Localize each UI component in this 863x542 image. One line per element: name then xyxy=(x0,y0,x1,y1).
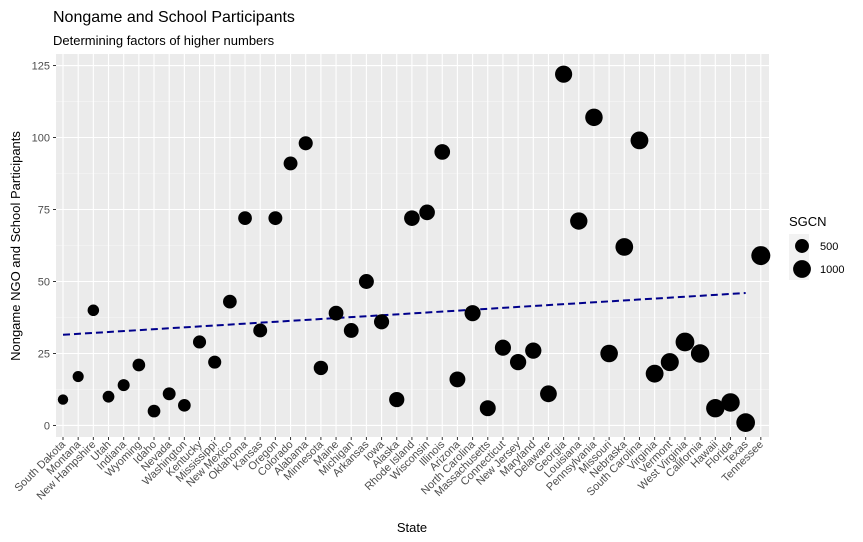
data-points xyxy=(57,65,771,432)
trend-line xyxy=(62,292,746,336)
data-point xyxy=(751,246,771,266)
data-point xyxy=(223,294,237,309)
y-tick-label: 125 xyxy=(32,61,50,73)
data-point xyxy=(464,305,481,322)
data-point xyxy=(268,211,283,226)
data-point xyxy=(434,144,451,160)
data-point xyxy=(102,390,115,403)
data-point xyxy=(343,323,359,338)
data-point xyxy=(479,400,496,417)
data-point xyxy=(721,393,740,412)
data-point xyxy=(147,404,161,418)
grid-lines xyxy=(56,54,769,437)
data-point xyxy=(630,131,649,150)
data-point xyxy=(615,238,634,256)
data-point xyxy=(404,210,420,226)
legend-title: SGCN xyxy=(789,214,827,229)
data-point xyxy=(117,379,130,392)
data-point xyxy=(358,274,374,289)
data-point xyxy=(57,394,69,405)
data-point xyxy=(645,364,664,383)
y-tick-labels: 0 25 50 75 100 125 xyxy=(32,61,50,433)
y-tick-label: 100 xyxy=(32,133,50,145)
data-point xyxy=(253,323,268,338)
data-point xyxy=(313,360,329,376)
y-tick-label: 75 xyxy=(38,205,50,217)
data-point xyxy=(328,305,344,321)
legend-label: 500 xyxy=(820,241,838,253)
legend-label: 1000 xyxy=(820,264,844,276)
data-point xyxy=(162,387,176,401)
data-point xyxy=(690,344,710,363)
x-axis-title: State xyxy=(397,520,427,535)
data-point xyxy=(706,399,725,418)
data-point xyxy=(555,65,573,83)
chart-title: Nongame and School Participants xyxy=(53,9,295,26)
data-point xyxy=(72,370,84,383)
data-point xyxy=(389,391,405,408)
data-point xyxy=(192,335,207,349)
data-point xyxy=(509,353,527,371)
data-point xyxy=(283,156,298,171)
data-point xyxy=(238,211,252,225)
data-point xyxy=(449,371,466,388)
chart-subtitle: Determining factors of higher numbers xyxy=(53,33,275,48)
data-point xyxy=(600,344,618,363)
data-point xyxy=(540,385,557,403)
data-point xyxy=(736,413,755,432)
y-tick-label: 50 xyxy=(38,276,50,288)
data-point xyxy=(298,136,313,151)
data-point xyxy=(494,339,511,356)
data-point xyxy=(208,355,222,369)
axis-ticks xyxy=(53,65,762,440)
legend: SGCN 500 1000 xyxy=(789,214,844,280)
trend-line-group xyxy=(62,292,746,336)
data-point xyxy=(675,332,695,352)
data-point xyxy=(132,358,146,372)
data-point xyxy=(373,314,390,330)
data-point xyxy=(570,212,588,230)
y-tick-label: 25 xyxy=(38,348,50,360)
data-point xyxy=(87,304,100,317)
data-point xyxy=(660,353,679,372)
y-tick-label: 0 xyxy=(44,420,50,432)
data-point xyxy=(585,108,603,127)
legend-key xyxy=(793,260,811,278)
y-axis-title: Nongame NGO and School Participants xyxy=(8,131,23,361)
legend-key xyxy=(795,239,809,253)
data-point xyxy=(178,398,191,412)
data-point xyxy=(525,342,542,359)
data-point xyxy=(419,204,435,221)
